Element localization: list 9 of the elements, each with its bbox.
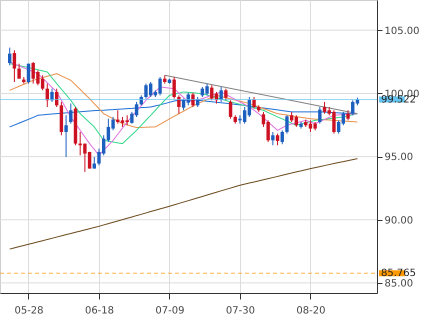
x-tick-label: 05-28 [14,306,44,316]
x-tick-label: 07-09 [155,306,184,316]
y-tick-label: 95.00 [384,152,414,164]
x-tick-label: 07-30 [226,306,255,316]
y-tick-label: 105.00 [384,26,420,37]
x-tick-label: 06-18 [84,306,114,316]
x-tick-label: 08-20 [296,306,326,316]
y-tick-label: 85.00 [384,278,414,290]
y-tick-label: 90.00 [384,215,414,226]
